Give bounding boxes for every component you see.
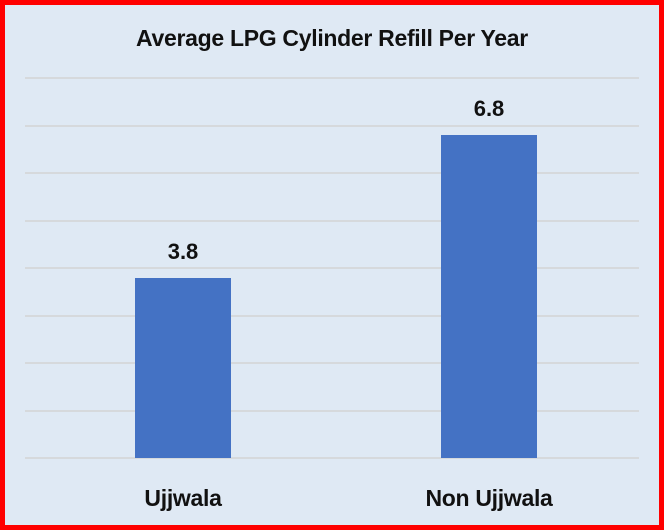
gridline <box>25 124 639 127</box>
gridline <box>25 362 639 364</box>
gridline <box>25 172 639 174</box>
data-label: 3.8 <box>167 238 199 264</box>
gridline <box>25 409 639 412</box>
category-label: Ujjwala <box>144 485 222 511</box>
bar-non-ujjwala <box>441 135 537 458</box>
bar-ujjwala <box>135 277 231 458</box>
gridline <box>25 77 639 79</box>
data-label: 6.8 <box>473 96 505 121</box>
category-label: Non Ujjwala <box>425 485 553 511</box>
gridline <box>25 219 639 222</box>
chart-title: Average LPG Cylinder Refill Per Year <box>136 25 528 51</box>
gridline <box>25 314 639 317</box>
plot-area: 3.8 Ujjwala 6.8 Non Ujjwala <box>25 5 639 525</box>
gridline <box>25 267 639 269</box>
gridline <box>25 457 639 459</box>
